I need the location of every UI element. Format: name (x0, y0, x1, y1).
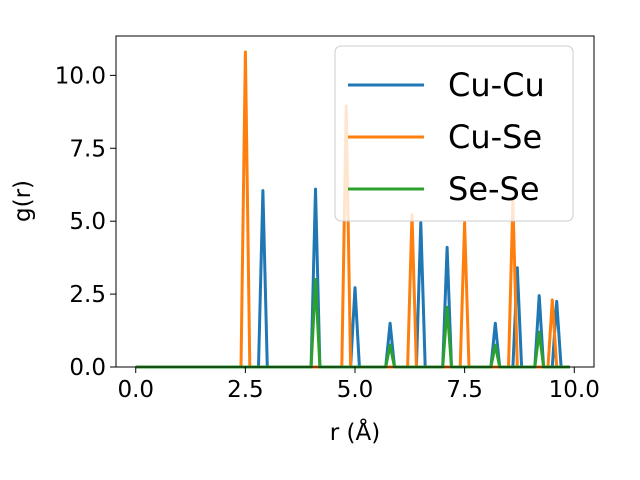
legend: Cu-Cu Cu-Se Se-Se (334, 45, 574, 222)
y-axis: 0.0 2.5 5.0 7.5 10.0 (55, 63, 116, 381)
legend-label-se-se: Se-Se (448, 170, 540, 208)
x-axis: 0.0 2.5 5.0 7.5 10.0 (117, 367, 600, 403)
x-axis-label: r (Å) (330, 418, 380, 446)
y-tick-label: 5.0 (69, 209, 106, 235)
y-axis-label: g(r) (10, 180, 36, 222)
x-tick-label: 0.0 (117, 377, 154, 403)
legend-label-cu-se: Cu-Se (448, 118, 542, 156)
legend-label-cu-cu: Cu-Cu (448, 66, 545, 104)
y-tick-label: 2.5 (69, 282, 106, 308)
x-tick-label: 5.0 (337, 377, 374, 403)
x-tick-label: 7.5 (446, 377, 483, 403)
x-tick-label: 2.5 (227, 377, 264, 403)
y-tick-label: 10.0 (55, 63, 106, 89)
x-tick-label: 10.0 (549, 377, 600, 403)
y-tick-label: 7.5 (69, 136, 106, 162)
y-tick-label: 0.0 (69, 355, 106, 381)
legend-box (334, 45, 574, 222)
series-line-se-se (135, 278, 570, 369)
